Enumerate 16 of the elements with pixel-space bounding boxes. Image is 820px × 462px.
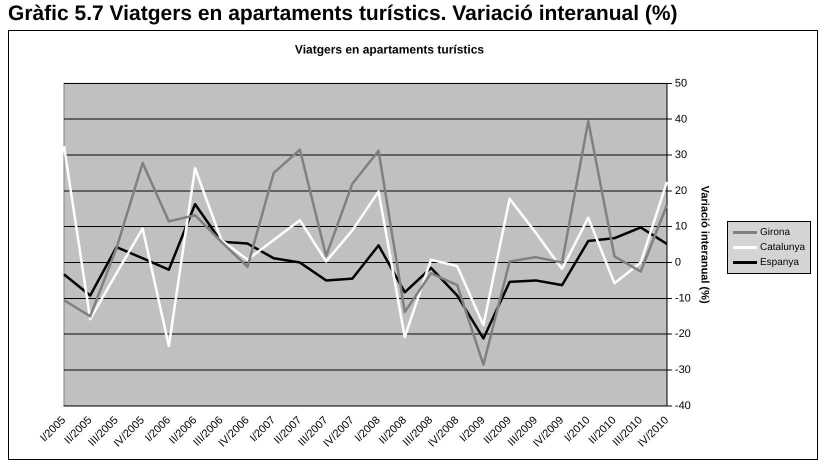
legend-label: Girona <box>760 227 790 238</box>
y-tick-label: 0 <box>674 256 682 269</box>
chart-subtitle: Viatgers en apartaments turístics <box>294 42 484 57</box>
chart-title: Gràfic 5.7 Viatgers en apartaments turístics. Variació interanual (%) <box>7 1 679 27</box>
y-tick-label: -30 <box>674 364 691 376</box>
y-axis-title: Variació interanual (%) <box>698 186 710 304</box>
y-tick-label: -20 <box>674 328 691 340</box>
y-tick-label: -40 <box>674 400 691 412</box>
legend-label: Espanya <box>760 257 799 268</box>
y-tick-label: 30 <box>674 149 688 162</box>
y-tick-label: 20 <box>674 184 688 197</box>
y-tick-label: 50 <box>674 77 688 90</box>
y-tick-label: -10 <box>674 292 691 304</box>
y-tick-label: 10 <box>674 220 688 233</box>
legend-label: Catalunya <box>760 242 806 253</box>
y-tick-label: 40 <box>674 113 688 126</box>
